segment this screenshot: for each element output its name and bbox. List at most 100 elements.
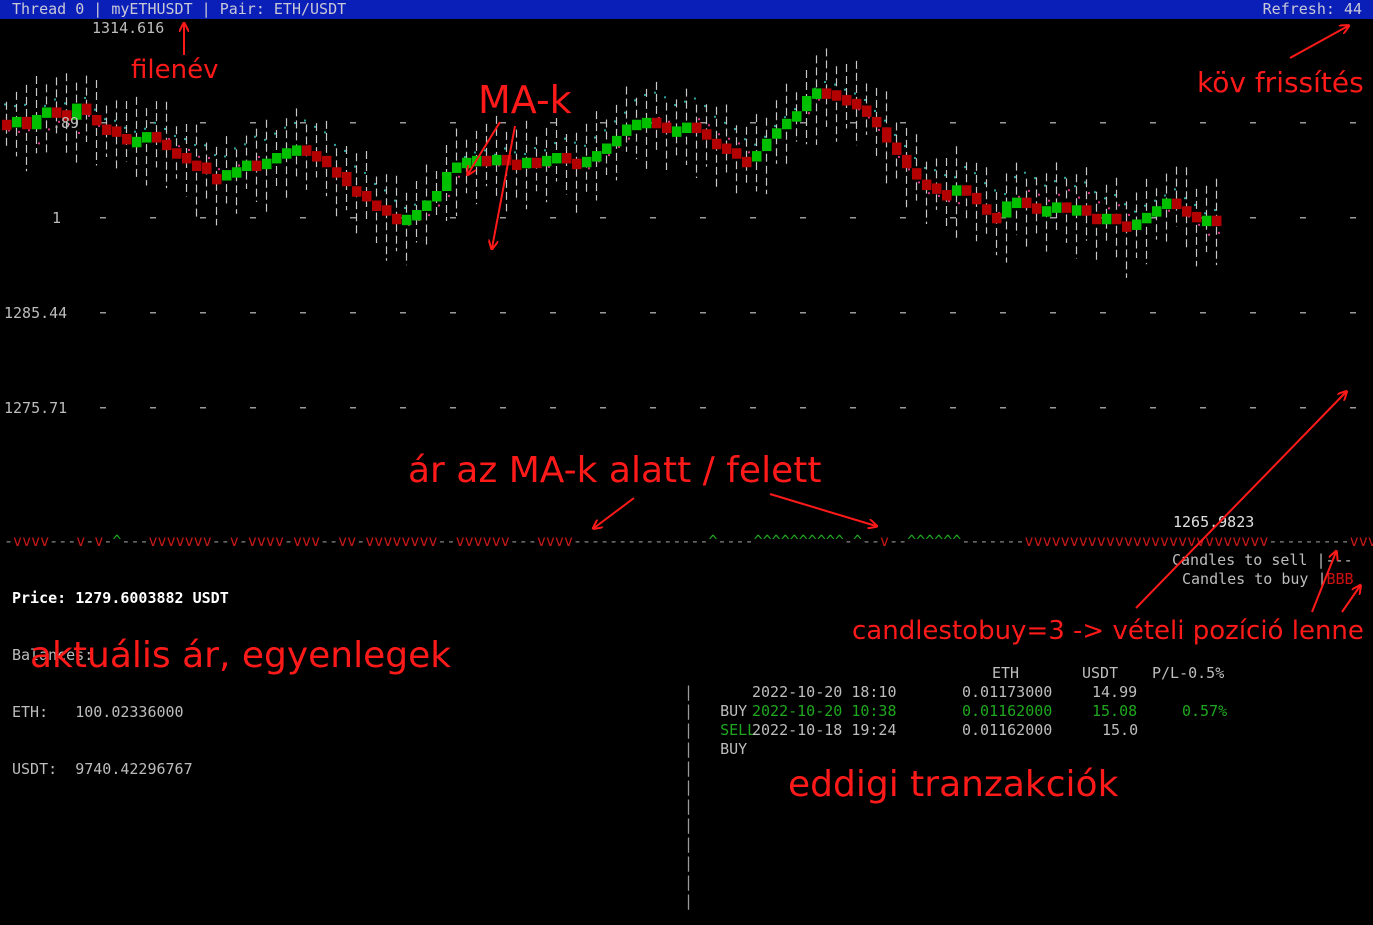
grid-dash bbox=[700, 217, 706, 219]
candle-down bbox=[372, 200, 382, 211]
ma2-dot bbox=[68, 123, 70, 126]
candle-down bbox=[832, 90, 842, 101]
ma-dot bbox=[544, 149, 546, 152]
usdt-label: USDT: bbox=[12, 760, 58, 778]
candle-down bbox=[392, 213, 402, 225]
ma-dot bbox=[914, 157, 916, 160]
candle-down bbox=[382, 205, 392, 216]
grid-dash bbox=[950, 122, 956, 124]
candle-up bbox=[802, 96, 812, 112]
candle-down bbox=[332, 167, 342, 178]
balances-label: Balances: bbox=[12, 646, 94, 664]
ma-dot bbox=[414, 203, 416, 206]
grid-dash bbox=[1300, 217, 1306, 219]
refresh-label: Refresh: bbox=[1262, 0, 1335, 18]
candle-down bbox=[192, 160, 202, 172]
ma-dot bbox=[664, 96, 666, 99]
grid-dash bbox=[1200, 122, 1206, 124]
grid-dash bbox=[1300, 312, 1306, 314]
ma2-dot bbox=[588, 167, 590, 170]
ma-dot bbox=[974, 172, 976, 175]
ma-dot bbox=[574, 141, 576, 144]
ma-dot bbox=[1084, 181, 1086, 184]
tx-eth-2: 0.01162000 bbox=[962, 702, 1053, 720]
candle-up bbox=[422, 200, 432, 211]
candle-down bbox=[992, 212, 1002, 224]
ma-dot bbox=[1154, 199, 1156, 202]
candle-up bbox=[12, 116, 22, 128]
candle-up bbox=[682, 122, 692, 134]
candle-up bbox=[1202, 215, 1212, 227]
grid-dash bbox=[1250, 122, 1256, 124]
ma-dot bbox=[954, 176, 956, 179]
ma-dot bbox=[934, 169, 936, 172]
grid-dash bbox=[1050, 312, 1056, 314]
ma-dot bbox=[184, 138, 186, 141]
ma-dot bbox=[754, 143, 756, 146]
ma-dot bbox=[164, 127, 166, 130]
candle-up bbox=[1152, 206, 1162, 217]
tx-separator: | | | | | | | | | | | | bbox=[684, 683, 694, 910]
candle-down bbox=[732, 148, 742, 159]
ma-dot bbox=[464, 156, 466, 159]
candle-down bbox=[52, 107, 62, 118]
ma-dot bbox=[394, 199, 396, 202]
ma-dot bbox=[634, 99, 636, 102]
candles-to-sell-value: --- bbox=[1325, 551, 1353, 569]
grid-dash bbox=[600, 217, 606, 219]
ma-dot bbox=[134, 130, 136, 133]
ma-dot bbox=[404, 206, 406, 209]
grid-dash bbox=[350, 217, 356, 219]
ma-dot bbox=[1194, 203, 1196, 206]
grid-dash bbox=[800, 122, 806, 124]
ma2-dot bbox=[718, 133, 720, 136]
grid-dash bbox=[600, 407, 606, 409]
candle-down bbox=[982, 204, 992, 215]
candle-up bbox=[612, 135, 622, 147]
grid-dash bbox=[750, 312, 756, 314]
candle-up bbox=[1052, 202, 1062, 213]
tx-header-usdt: USDT bbox=[1082, 664, 1119, 682]
arrow-bbb bbox=[1341, 586, 1360, 613]
candle-up bbox=[462, 157, 472, 169]
candlestick-chart bbox=[2, 48, 1356, 409]
chart-grid bbox=[100, 122, 1356, 409]
ma-dot bbox=[1004, 193, 1006, 196]
grid-dash bbox=[650, 312, 656, 314]
ma-dot bbox=[864, 99, 866, 102]
ma2-dot bbox=[938, 194, 940, 197]
grid-dash bbox=[100, 407, 106, 409]
annotation-transactions: eddigi tranzakciók bbox=[788, 764, 1119, 805]
candle-up bbox=[592, 151, 602, 162]
ma-dot bbox=[214, 154, 216, 157]
ma2-dot bbox=[98, 124, 100, 127]
grid-dash bbox=[800, 217, 806, 219]
candle-down bbox=[2, 119, 12, 131]
candle-down bbox=[342, 172, 352, 187]
ma-dot bbox=[274, 132, 276, 135]
grid-dash bbox=[850, 122, 856, 124]
ma-dot bbox=[1014, 176, 1016, 179]
ma-dot bbox=[244, 143, 246, 146]
candles-to-buy: Candles to buy |BBB bbox=[1182, 570, 1354, 588]
ma2-dot bbox=[1058, 193, 1060, 196]
usdt-balance: USDT: 9740.42296767 bbox=[12, 760, 229, 779]
grid-dash bbox=[550, 122, 556, 124]
grid-dash bbox=[750, 122, 756, 124]
candle-down bbox=[312, 151, 322, 162]
candle-up bbox=[42, 107, 52, 118]
grid-dash bbox=[900, 217, 906, 219]
ma2-dot bbox=[238, 164, 240, 167]
grid-dash bbox=[1000, 217, 1006, 219]
ma2-dot bbox=[1198, 223, 1200, 226]
candle-up bbox=[432, 191, 442, 202]
grid-dash bbox=[600, 312, 606, 314]
candle-up bbox=[602, 143, 612, 154]
candle-down bbox=[902, 154, 912, 169]
grid-dash bbox=[450, 312, 456, 314]
grid-dash bbox=[1050, 217, 1056, 219]
grid-dash bbox=[1200, 312, 1206, 314]
ma-dot bbox=[654, 91, 656, 94]
grid-dash bbox=[250, 217, 256, 219]
tx-row-3: BUY bbox=[702, 721, 747, 759]
